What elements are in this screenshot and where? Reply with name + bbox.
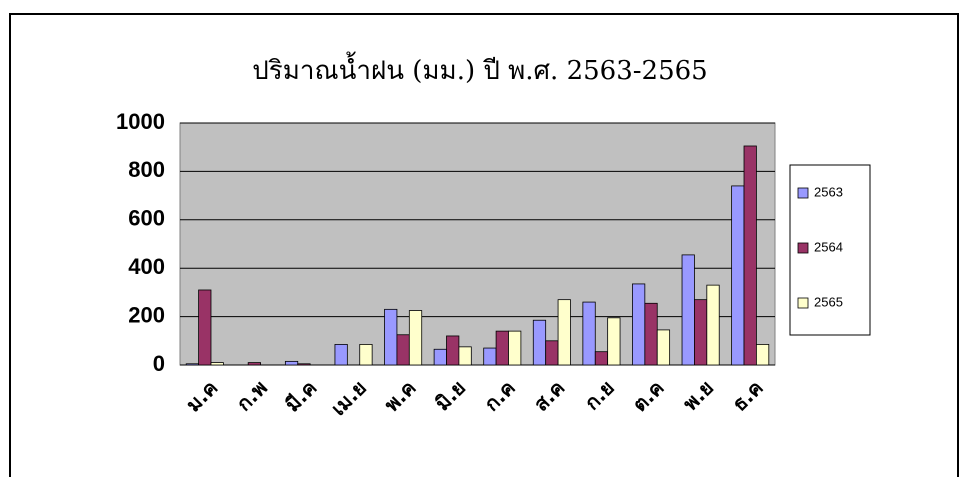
bar bbox=[594, 351, 609, 366]
legend-swatch bbox=[797, 297, 809, 309]
bar bbox=[495, 330, 509, 366]
chart-frame bbox=[9, 13, 959, 477]
bar bbox=[284, 360, 299, 366]
x-tick-label: ก.พ bbox=[232, 375, 272, 415]
bar bbox=[210, 362, 224, 366]
bar bbox=[297, 363, 311, 366]
bar bbox=[334, 344, 348, 366]
x-tick-label: ธ.ค bbox=[727, 375, 767, 415]
x-tick-label: ต.ค bbox=[627, 375, 668, 416]
bar bbox=[384, 308, 398, 366]
x-tick-label: ก.ค bbox=[479, 375, 519, 415]
bar bbox=[247, 362, 261, 366]
x-tick-label: เม.ย bbox=[326, 375, 371, 420]
bar bbox=[483, 347, 497, 366]
y-tick-label: 1000 bbox=[116, 109, 165, 134]
bar bbox=[532, 319, 547, 366]
y-tick-label: 800 bbox=[128, 157, 165, 182]
bar bbox=[458, 346, 472, 366]
bar bbox=[545, 340, 559, 366]
chart-title: ปริมาณน้ำฝน (มม.) ปี พ.ศ. 2563-2565 bbox=[252, 51, 707, 86]
bar bbox=[408, 310, 423, 366]
x-tick-label: ส.ค bbox=[529, 375, 569, 415]
bar bbox=[607, 317, 621, 366]
bar bbox=[185, 363, 199, 366]
legend-label: 2564 bbox=[814, 239, 843, 254]
bar bbox=[582, 301, 596, 366]
bar bbox=[396, 334, 410, 366]
x-tick-label: มิ.ย bbox=[430, 375, 470, 415]
x-tick-label: พ.ย bbox=[678, 375, 718, 415]
legend-label: 2565 bbox=[814, 294, 843, 309]
x-tick-label: ม.ค bbox=[181, 375, 222, 416]
bar bbox=[756, 344, 770, 366]
bar bbox=[198, 289, 212, 366]
bar bbox=[433, 348, 447, 366]
x-tick-label: ก.ย bbox=[580, 375, 619, 414]
bar bbox=[731, 185, 745, 366]
bar bbox=[359, 344, 373, 366]
x-tick-label: พ.ค bbox=[379, 375, 420, 416]
bar bbox=[446, 335, 460, 366]
bar bbox=[681, 254, 695, 366]
bar bbox=[508, 330, 522, 366]
y-tick-label: 0 bbox=[153, 351, 165, 376]
bar bbox=[644, 302, 658, 366]
bar bbox=[743, 145, 757, 366]
bar bbox=[632, 283, 646, 366]
bar bbox=[557, 299, 571, 366]
legend-swatch bbox=[797, 187, 809, 199]
legend-swatch bbox=[797, 242, 809, 254]
legend-label: 2563 bbox=[814, 184, 843, 199]
bar bbox=[706, 284, 720, 366]
y-tick-label: 200 bbox=[128, 302, 165, 327]
y-tick-label: 400 bbox=[128, 254, 165, 279]
bar bbox=[694, 299, 708, 366]
bar bbox=[656, 329, 671, 366]
y-tick-label: 600 bbox=[128, 206, 165, 231]
x-tick-label: มี.ค bbox=[280, 375, 321, 416]
